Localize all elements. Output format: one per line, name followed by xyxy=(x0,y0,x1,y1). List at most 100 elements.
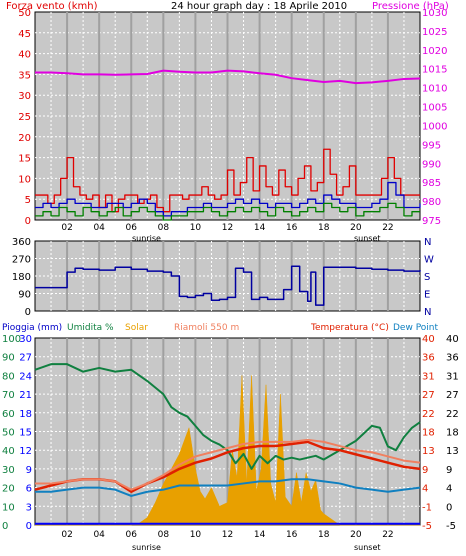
direction-axis-tick: 270 xyxy=(12,255,31,266)
humidity-axis-tick: 60 xyxy=(2,409,15,420)
x-tick-label-top: 04 xyxy=(93,223,105,233)
header-right-title: Pressione (hPa) xyxy=(372,1,449,12)
wind-series-1-line xyxy=(35,148,420,213)
dew-point-axis-tick: -5 xyxy=(446,521,456,532)
dew-point-axis-tick: 13 xyxy=(446,446,459,457)
humidity-axis-label: Umidita % xyxy=(67,323,114,333)
pressure-axis-tick: 985 xyxy=(422,178,441,189)
direction-axis-tick: 90 xyxy=(18,290,31,301)
temperature-axis-tick: -5 xyxy=(422,521,432,532)
x-tick-label-top: 16 xyxy=(286,223,298,233)
wind-axis-tick: 30 xyxy=(18,91,31,102)
x-tick-label-top: 12 xyxy=(222,223,233,233)
wind-axis-tick: 5 xyxy=(25,195,31,206)
temperature-axis-tick: 31 xyxy=(422,371,435,382)
x-tick-label-bottom: 02 xyxy=(61,530,72,540)
x-tick-label-bottom: 06 xyxy=(126,530,138,540)
x-tick-label-top: 22 xyxy=(382,223,393,233)
compass-axis-tick: N xyxy=(424,237,431,248)
dew-point-axis-label: Dew Point xyxy=(393,323,439,333)
weather-series-3-line xyxy=(35,478,421,497)
dew-point-axis-tick: 36 xyxy=(446,353,459,364)
header-left-title: Forza vento (kmh) xyxy=(6,1,98,12)
x-tick-label-bottom: 08 xyxy=(158,530,170,540)
dew-point-axis-tick: 9 xyxy=(446,465,452,476)
humidity-axis-tick: 80 xyxy=(2,371,15,382)
temperature-axis-tick: 40 xyxy=(422,334,435,345)
temperature-axis-tick: 13 xyxy=(422,446,435,457)
wind-series-0-line xyxy=(35,69,421,85)
humidity-axis-tick: 70 xyxy=(2,390,15,401)
dew-point-axis-tick: 22 xyxy=(446,409,459,420)
temperature-axis-tick: 27 xyxy=(422,390,435,401)
temperature-axis-tick: 22 xyxy=(422,409,435,420)
rain-axis-tick: 30 xyxy=(19,334,32,345)
wind-axis-tick: 20 xyxy=(18,133,31,144)
humidity-axis-tick: 30 xyxy=(2,465,15,476)
wind-axis-tick: 50 xyxy=(18,8,31,19)
x-tick-label-bottom: 04 xyxy=(93,530,105,540)
pressure-axis-tick: 995 xyxy=(422,140,441,151)
pressure-axis-tick: 980 xyxy=(422,197,441,208)
wind-series-2-line xyxy=(35,181,421,217)
compass-axis-tick: N xyxy=(424,307,431,318)
wind-axis-tick: 45 xyxy=(18,29,31,40)
pressure-axis-tick: 1025 xyxy=(422,27,447,38)
wind-series-3-line xyxy=(35,202,420,221)
rain-axis-tick: 9 xyxy=(26,465,32,476)
wind-axis-tick: 35 xyxy=(18,70,31,81)
pressure-axis-tick: 1015 xyxy=(422,65,447,76)
wind-axis-tick: 40 xyxy=(18,50,31,61)
x-tick-label-top: 18 xyxy=(318,223,330,233)
humidity-axis-tick: 40 xyxy=(2,446,15,457)
temperature-axis-label: Temperatura (°C) xyxy=(310,323,389,333)
dew-point-axis-tick: 4 xyxy=(446,484,452,495)
compass-axis-tick: S xyxy=(424,272,430,283)
humidity-axis-tick: 50 xyxy=(2,428,15,439)
dew-point-axis-tick: 27 xyxy=(446,390,459,401)
pressure-axis-tick: 990 xyxy=(422,159,441,170)
x-tick-label-top: 06 xyxy=(126,223,138,233)
rain-axis-tick: 18 xyxy=(19,409,32,420)
sunset-label-2: sunset xyxy=(354,543,381,552)
chart-marks xyxy=(34,69,421,526)
dew-point-axis-tick: 0 xyxy=(446,502,452,513)
direction-axis-tick: 360 xyxy=(12,237,31,248)
humidity-axis-tick: 20 xyxy=(2,484,15,495)
dew-point-axis-tick: 31 xyxy=(446,371,459,382)
direction-axis-tick: 0 xyxy=(25,307,31,318)
rain-axis-tick: 0 xyxy=(26,521,32,532)
rain-axis-tick: 3 xyxy=(26,502,32,513)
site-label: Riamoli 550 m xyxy=(174,323,239,333)
x-tick-label-top: 10 xyxy=(190,223,202,233)
x-tick-label-top: 02 xyxy=(61,223,72,233)
temperature-axis-tick: 36 xyxy=(422,353,435,364)
rain-axis-tick: 15 xyxy=(19,428,32,439)
x-tick-label-bottom: 12 xyxy=(222,530,233,540)
pressure-axis-tick: 1000 xyxy=(422,121,447,132)
direction-series-line xyxy=(35,265,421,306)
rain-axis-tick: 12 xyxy=(19,446,32,457)
chart-texts: Forza vento (kmh) 24 hour graph day : 18… xyxy=(2,1,459,552)
wind-axis-tick: 15 xyxy=(18,154,31,165)
rain-axis-tick: 27 xyxy=(19,353,32,364)
humidity-axis-tick: 0 xyxy=(2,521,8,532)
compass-axis-tick: E xyxy=(424,290,430,301)
x-tick-label-bottom: 22 xyxy=(382,530,393,540)
pressure-axis-tick: 1005 xyxy=(422,103,447,114)
x-tick-label-top: 08 xyxy=(158,223,170,233)
wind-axis-tick: 10 xyxy=(18,174,31,185)
x-tick-label-bottom: 18 xyxy=(318,530,330,540)
sunset-label-1: sunset xyxy=(354,234,381,243)
wind-axis-tick: 25 xyxy=(18,112,31,123)
pressure-axis-tick: 1010 xyxy=(422,84,447,95)
x-tick-label-top: 20 xyxy=(350,223,362,233)
dew-point-axis-tick: 40 xyxy=(446,334,459,345)
pressure-axis-tick: 975 xyxy=(422,216,441,227)
solar-label: Solar xyxy=(125,323,148,333)
sunrise-label-2: sunrise xyxy=(132,543,161,552)
pressure-axis-tick: 1030 xyxy=(422,8,447,19)
temperature-axis-tick: 9 xyxy=(422,465,428,476)
compass-axis-tick: W xyxy=(424,255,434,266)
